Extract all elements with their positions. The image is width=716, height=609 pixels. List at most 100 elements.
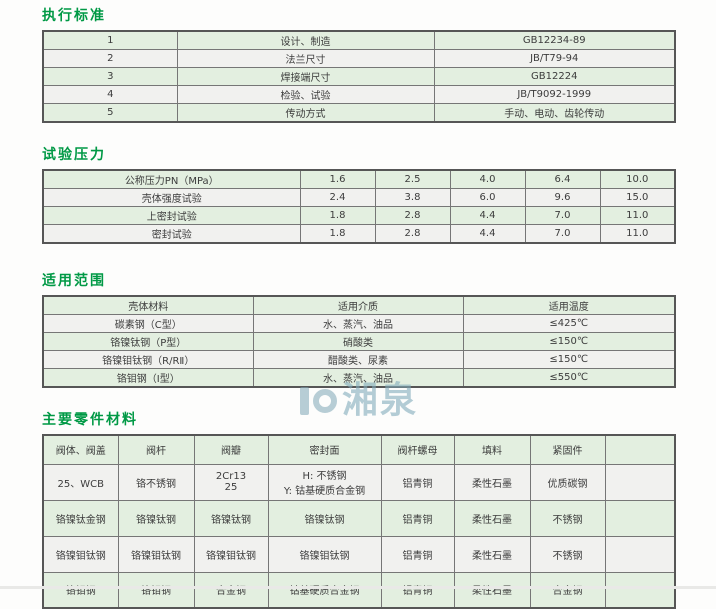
pressure-label-cell: 上密封试验 — [42, 206, 301, 225]
pressure-value-cell: 11.0 — [599, 206, 676, 225]
table-row: 铬镍钼钛钢（R/RⅡ） 醋酸类、尿素 ≤150℃ — [42, 350, 676, 369]
materials-cell: 铬镍钛钢 — [117, 499, 195, 537]
section-title-materials: 主要零件材料 — [42, 412, 138, 428]
materials-cell: 柔性石墨 — [453, 571, 531, 609]
table-row: 碳素钢（C型） 水、蒸汽、油品 ≤425℃ — [42, 314, 676, 333]
application-temperature-cell: ≤150℃ — [462, 350, 676, 369]
standards-value-cell: GB12234-89 — [433, 30, 676, 50]
materials-cell: 铝青铜 — [380, 571, 455, 609]
standards-no-cell: 3 — [42, 67, 178, 86]
table-row: 壳体强度试验 2.4 3.8 6.0 9.6 15.0 — [42, 188, 676, 207]
materials-cell: 不锈钢 — [529, 535, 606, 573]
materials-cell: 铬镍钼钛钢 — [117, 535, 195, 573]
application-header-cell: 壳体材料 — [42, 295, 254, 315]
section-title-standards: 执行标准 — [42, 8, 106, 24]
table-row: 5 传动方式 手动、电动、齿轮传动 — [42, 103, 676, 123]
materials-cell: 铬钼钢 — [117, 571, 195, 609]
section-standards: 执行标准 1 设计、制造 GB12234-89 2 法兰尺寸 JB/T79-94… — [0, 8, 716, 123]
table-row: 1 设计、制造 GB12234-89 — [42, 30, 676, 50]
standards-item-cell: 法兰尺寸 — [176, 49, 435, 68]
application-medium-cell: 水、蒸汽、油品 — [252, 368, 464, 388]
application-material-cell: 铬镍钼钛钢（R/RⅡ） — [42, 350, 254, 369]
materials-cell: 铝青铜 — [380, 463, 455, 501]
pressure-value-cell: 2.8 — [374, 206, 451, 225]
application-medium-cell: 硝酸类 — [252, 332, 464, 351]
pressure-label-cell: 壳体强度试验 — [42, 188, 301, 207]
watermark-logo-circle-icon — [313, 389, 337, 413]
materials-cell: 优质碳钢 — [529, 463, 606, 501]
table-row: 铬镍钼钛钢 铬镍钼钛钢 铬镍钼钛钢 铬镍钼钛钢 铝青铜 柔性石墨 不锈钢 — [42, 535, 676, 573]
standards-no-cell: 5 — [42, 103, 178, 123]
section-pressure: 试验压力 公称压力PN（MPa） 1.6 2.5 4.0 6.4 10.0 壳体… — [0, 147, 716, 244]
section-application: 适用范围 壳体材料 适用介质 适用温度 碳素钢（C型） 水、蒸汽、油品 ≤425… — [0, 273, 716, 388]
application-temperature-cell: ≤550℃ — [462, 368, 676, 388]
application-material-cell: 碳素钢（C型） — [42, 314, 254, 333]
application-medium-cell: 水、蒸汽、油品 — [252, 314, 464, 333]
table-row: 铬钼钢（I型） 水、蒸汽、油品 ≤550℃ — [42, 368, 676, 388]
pressure-value-cell: 1.8 — [299, 224, 376, 244]
materials-cell: 铝青铜 — [380, 535, 455, 573]
application-temperature-cell: ≤150℃ — [462, 332, 676, 351]
pressure-label-cell: 密封试验 — [42, 224, 301, 244]
standards-value-cell: GB12224 — [433, 67, 676, 86]
materials-cell: 铬镍钛钢 — [193, 499, 269, 537]
pressure-value-cell: 2.5 — [374, 169, 451, 189]
pressure-value-cell: 11.0 — [599, 224, 676, 244]
spec-document-page: 执行标准 1 设计、制造 GB12234-89 2 法兰尺寸 JB/T79-94… — [0, 8, 716, 609]
section-materials: 主要零件材料 阀体、阀盖 阀杆 阀瓣 密封面 阀杆螺母 填料 紧固件 25、WC… — [0, 412, 716, 609]
materials-cell: 铬镍钛钢 — [267, 499, 382, 537]
application-material-cell: 铬钼钢（I型） — [42, 368, 254, 388]
pressure-table: 公称压力PN（MPa） 1.6 2.5 4.0 6.4 10.0 壳体强度试验 … — [42, 169, 676, 244]
application-header-cell: 适用温度 — [462, 295, 676, 315]
materials-cell: 铬镍钼钛钢 — [193, 535, 269, 573]
pressure-value-cell: 7.0 — [524, 224, 601, 244]
pressure-value-cell: 4.4 — [449, 206, 526, 225]
pressure-value-cell: 1.8 — [299, 206, 376, 225]
materials-header-cell: 紧固件 — [529, 434, 606, 465]
application-table: 壳体材料 适用介质 适用温度 碳素钢（C型） 水、蒸汽、油品 ≤425℃ 铬镍钛… — [42, 295, 676, 388]
standards-no-cell: 2 — [42, 49, 178, 68]
table-header-row: 壳体材料 适用介质 适用温度 — [42, 295, 676, 315]
standards-item-cell: 检验、试验 — [176, 85, 435, 104]
materials-header-cell: 阀瓣 — [193, 434, 269, 465]
standards-no-cell: 1 — [42, 30, 178, 50]
standards-no-cell: 4 — [42, 85, 178, 104]
materials-cell: 合金钢 — [529, 571, 606, 609]
materials-cell: 柔性石墨 — [453, 535, 531, 573]
pressure-value-cell: 15.0 — [599, 188, 676, 207]
materials-cell-empty — [604, 499, 676, 537]
materials-cell: 柔性石墨 — [453, 463, 531, 501]
materials-cell-empty — [604, 535, 676, 573]
materials-cell: 铬镍钼钛钢 — [267, 535, 382, 573]
materials-cell: 铝青铜 — [380, 499, 455, 537]
watermark-logo-bar-icon — [300, 387, 309, 415]
materials-header-cell: 密封面 — [267, 434, 382, 465]
materials-table: 阀体、阀盖 阀杆 阀瓣 密封面 阀杆螺母 填料 紧固件 25、WCB 铬不锈钢 … — [42, 434, 676, 609]
application-header-cell: 适用介质 — [252, 295, 464, 315]
materials-cell-empty — [604, 463, 676, 501]
pressure-value-cell: 9.6 — [524, 188, 601, 207]
table-row: 2 法兰尺寸 JB/T79-94 — [42, 49, 676, 68]
table-row: 25、WCB 铬不锈钢 2Cr13 25 H: 不锈钢 Y: 钴基硬质合金钢 铝… — [42, 463, 676, 501]
standards-table: 1 设计、制造 GB12234-89 2 法兰尺寸 JB/T79-94 3 焊接… — [42, 30, 676, 123]
pressure-value-cell: 2.4 — [299, 188, 376, 207]
pressure-value-cell: 4.4 — [449, 224, 526, 244]
materials-header-cell: 阀杆螺母 — [380, 434, 455, 465]
standards-value-cell: JB/T9092-1999 — [433, 85, 676, 104]
materials-cell: 不锈钢 — [529, 499, 606, 537]
page-bottom-divider — [0, 586, 716, 589]
application-medium-cell: 醋酸类、尿素 — [252, 350, 464, 369]
pressure-value-cell: 3.8 — [374, 188, 451, 207]
pressure-value-cell: 2.8 — [374, 224, 451, 244]
table-row: 铬镍钛钢（P型） 硝酸类 ≤150℃ — [42, 332, 676, 351]
materials-header-cell-empty — [604, 434, 676, 465]
table-row: 上密封试验 1.8 2.8 4.4 7.0 11.0 — [42, 206, 676, 225]
standards-item-cell: 焊接端尺寸 — [176, 67, 435, 86]
materials-header-cell: 填料 — [453, 434, 531, 465]
materials-cell: 钴基硬质合金钢 — [267, 571, 382, 609]
table-row: 铬钼钢 铬钼钢 合金钢 钴基硬质合金钢 铝青铜 柔性石墨 合金钢 — [42, 571, 676, 609]
application-material-cell: 铬镍钛钢（P型） — [42, 332, 254, 351]
materials-cell: 铬钼钢 — [42, 571, 119, 609]
materials-cell: 铬镍钼钛钢 — [42, 535, 119, 573]
table-row: 3 焊接端尺寸 GB12224 — [42, 67, 676, 86]
